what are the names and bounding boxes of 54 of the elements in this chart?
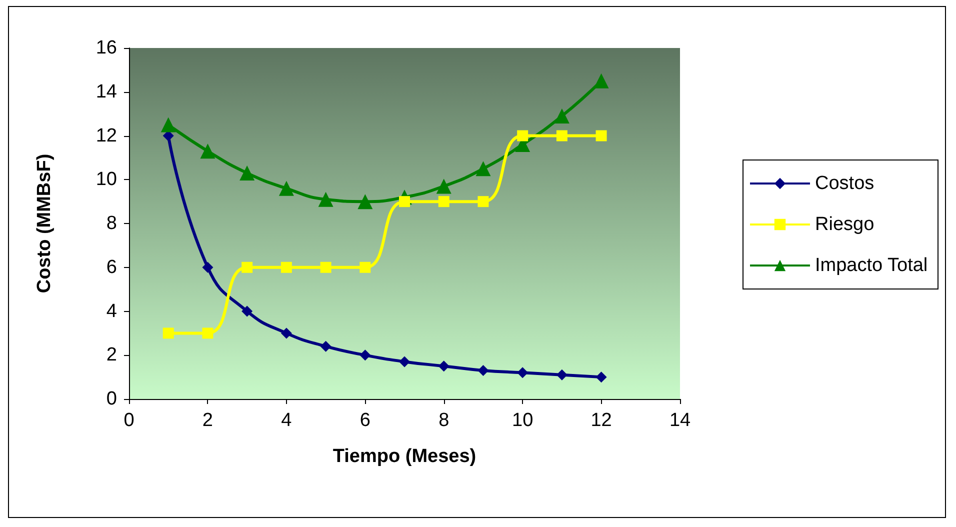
point (436, 178, 452, 194)
point (476, 161, 491, 176)
legend-label: Impacto Total (815, 255, 928, 276)
point (594, 73, 609, 88)
y-tick-label: 4 (106, 300, 118, 322)
legend-label: Costos (815, 173, 874, 194)
point (360, 350, 371, 361)
point (280, 328, 292, 339)
x-axis-title: Tiempo (Meses) (332, 446, 476, 467)
point (202, 328, 214, 339)
point (517, 367, 528, 378)
point (242, 262, 253, 273)
x-tick-label: 8 (438, 410, 450, 431)
point (160, 117, 176, 132)
point (360, 262, 371, 273)
point (240, 166, 255, 181)
y-tick-label: 16 (96, 38, 117, 58)
point (318, 192, 334, 207)
y-tick-label: 0 (106, 388, 117, 410)
y-axis-title: Costo (MMBsF) (34, 154, 55, 294)
y-tick-label: 14 (96, 81, 118, 102)
point (399, 356, 410, 368)
point (438, 196, 450, 208)
y-tick-label: 6 (106, 256, 117, 278)
point (556, 130, 568, 142)
point (478, 364, 489, 376)
y-tick-label: 2 (106, 344, 117, 366)
point (358, 194, 373, 210)
x-tick-label: 6 (360, 410, 370, 431)
point (200, 144, 216, 159)
point (596, 372, 607, 383)
y-tick-label: 12 (96, 125, 117, 146)
x-tick-label: 0 (124, 410, 134, 431)
x-tick-label: 2 (202, 410, 214, 431)
point (556, 369, 568, 380)
point (478, 196, 489, 208)
point (162, 328, 174, 339)
y-tick-label: 8 (106, 213, 117, 234)
y-tick-label: 10 (96, 169, 117, 190)
x-tick-label: 4 (281, 410, 292, 431)
legend-label: Riesgo (815, 214, 874, 235)
point (438, 360, 450, 372)
point (202, 262, 214, 273)
point (278, 180, 294, 196)
x-tick-label: 12 (590, 410, 612, 431)
point (554, 108, 570, 124)
point (280, 262, 292, 273)
x-tick-label: 10 (512, 410, 534, 431)
point (242, 306, 253, 317)
x-tick-label: 14 (669, 410, 691, 431)
point (517, 130, 528, 142)
point (320, 340, 332, 352)
point (596, 130, 607, 142)
point (320, 262, 332, 273)
